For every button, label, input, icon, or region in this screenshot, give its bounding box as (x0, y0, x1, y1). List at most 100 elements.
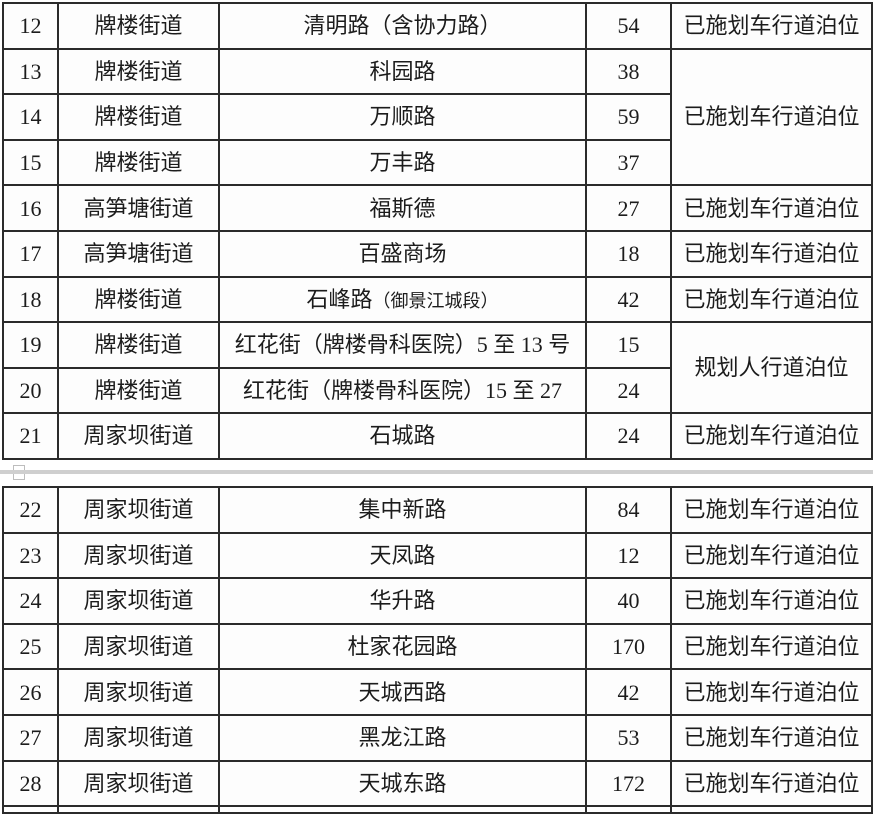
berth-status: 已施划车行道泊位 (670, 759, 873, 808)
road-name-suffix: （御景江城段） (372, 290, 499, 311)
street-name: 牌楼街道 (57, 93, 220, 141)
berth-count: 15 (585, 321, 672, 369)
street-name: 周家坝街道 (57, 622, 220, 671)
berth-count (585, 805, 672, 814)
street-name: 牌楼街道 (57, 321, 220, 369)
road-name: 万顺路 (218, 93, 587, 141)
berth-count: 42 (585, 668, 672, 716)
street-name: 周家坝街道 (57, 531, 220, 580)
table-row: 26 周家坝街道 天城西路 42 已施划车行道泊位 (2, 668, 873, 716)
row-number: 27 (2, 713, 59, 762)
berth-count: 12 (585, 531, 672, 580)
berth-status: 已施划车行道泊位 (670, 668, 873, 716)
berth-status: 已施划车行道泊位 (670, 486, 873, 534)
street-name: 牌楼街道 (57, 2, 220, 50)
berth-count: 27 (585, 184, 672, 232)
table-row: 18 牌楼街道 石峰路（御景江城段） 42 已施划车行道泊位 (2, 275, 873, 324)
street-name: 周家坝街道 (57, 668, 220, 716)
berth-status: 已施划车行道泊位 (670, 577, 873, 625)
row-number: 20 (2, 366, 59, 415)
road-name: 红花街（牌楼骨科医院）15 至 27 (218, 366, 587, 415)
berth-status: 已施划车行道泊位 (670, 275, 873, 324)
berth-status: 已施划车行道泊位 (670, 531, 873, 580)
row-number: 17 (2, 229, 59, 278)
table-row: 23 周家坝街道 天凤路 12 已施划车行道泊位 (2, 531, 873, 580)
table-row: 20 牌楼街道 红花街（牌楼骨科医院）15 至 27 24 (2, 366, 872, 415)
table-row: 28 周家坝街道 天城东路 172 已施划车行道泊位 (2, 759, 873, 808)
berth-status: 已施划车行道泊位 (670, 412, 873, 460)
berth-count: 59 (585, 93, 672, 141)
berth-status: 已施划车行道泊位 (670, 229, 873, 278)
row-number: 25 (2, 622, 59, 671)
berth-count: 172 (585, 759, 672, 808)
row-number: 23 (2, 531, 59, 580)
row-number: 21 (2, 412, 59, 460)
street-name: 高笋塘街道 (57, 184, 220, 232)
street-name: 周家坝街道 (57, 577, 220, 625)
berth-status: 已施划车行道泊位 (670, 184, 873, 232)
road-name: 天城西路 (218, 668, 587, 716)
berth-count: 24 (585, 366, 672, 415)
table-row: 16 高笋塘街道 福斯德 27 已施划车行道泊位 (2, 184, 873, 232)
parking-berth-table-segment-2: 22 周家坝街道 集中新路 84 已施划车行道泊位 23 周家坝街道 天凤路 1… (2, 486, 873, 814)
berth-count: 170 (585, 622, 672, 671)
street-name: 牌楼街道 (57, 275, 220, 324)
street-name: 周家坝街道 (57, 486, 220, 534)
road-name: 石城路 (218, 412, 587, 460)
row-number: 16 (2, 184, 59, 232)
table-row: 14 牌楼街道 万顺路 59 (2, 93, 872, 141)
road-name: 华升路 (218, 577, 587, 625)
berth-count: 37 (585, 138, 672, 187)
road-name-main: 石峰路 (306, 286, 373, 312)
street-name: 牌楼街道 (57, 366, 220, 415)
street-name: 高笋塘街道 (57, 229, 220, 278)
berth-status: 已施划车行道泊位 (670, 713, 873, 762)
street-name: 牌楼街道 (57, 47, 220, 96)
row-number: 12 (2, 2, 59, 50)
road-name: 科园路 (218, 47, 587, 96)
table-row: 15 牌楼街道 万丰路 37 (2, 138, 872, 187)
berth-count: 84 (585, 486, 672, 534)
berth-status-merged: 已施划车行道泊位 (670, 47, 873, 187)
road-name: 福斯德 (218, 184, 587, 232)
road-name: 集中新路 (218, 486, 587, 534)
row-number: 26 (2, 668, 59, 716)
road-name: 黑龙江路 (218, 713, 587, 762)
street-name (57, 805, 220, 814)
table-row: 19 牌楼街道 红花街（牌楼骨科医院）5 至 13 号 15 规划人行道泊位 (2, 321, 873, 415)
table-row: 12 牌楼街道 清明路（含协力路） 54 已施划车行道泊位 (2, 2, 873, 50)
table-row: 13 牌楼街道 科园路 38 已施划车行道泊位 (2, 47, 873, 187)
row-number: 14 (2, 93, 59, 141)
parking-berth-table-segment-1: 12 牌楼街道 清明路（含协力路） 54 已施划车行道泊位 13 牌楼街道 科园… (2, 2, 873, 460)
berth-count: 40 (585, 577, 672, 625)
street-name: 周家坝街道 (57, 412, 220, 460)
berth-count: 38 (585, 47, 672, 96)
road-name: 万丰路 (218, 138, 587, 187)
road-name: 清明路（含协力路） (218, 2, 587, 50)
row-number: 24 (2, 577, 59, 625)
berth-count: 54 (585, 2, 672, 50)
row-number: 19 (2, 321, 59, 369)
row-number: 22 (2, 486, 59, 534)
table-row: 25 周家坝街道 杜家花园路 170 已施划车行道泊位 (2, 622, 873, 671)
row-number: 18 (2, 275, 59, 324)
table-row-partial-cutoff (2, 805, 873, 814)
row-number (2, 805, 59, 814)
road-name: 天凤路 (218, 531, 587, 580)
row-number: 13 (2, 47, 59, 96)
row-number: 28 (2, 759, 59, 808)
berth-status-merged: 规划人行道泊位 (670, 321, 873, 415)
table-row: 17 高笋塘街道 百盛商场 18 已施划车行道泊位 (2, 229, 873, 278)
road-name: 百盛商场 (218, 229, 587, 278)
road-name: 石峰路（御景江城段） (218, 275, 587, 324)
table-row: 21 周家坝街道 石城路 24 已施划车行道泊位 (2, 412, 873, 460)
street-name: 牌楼街道 (57, 138, 220, 187)
table-row: 24 周家坝街道 华升路 40 已施划车行道泊位 (2, 577, 873, 625)
table-break-divider (0, 470, 873, 474)
berth-count: 24 (585, 412, 672, 460)
berth-status: 已施划车行道泊位 (670, 2, 873, 50)
road-name: 天城东路 (218, 759, 587, 808)
berth-count: 18 (585, 229, 672, 278)
berth-count: 42 (585, 275, 672, 324)
row-number: 15 (2, 138, 59, 187)
